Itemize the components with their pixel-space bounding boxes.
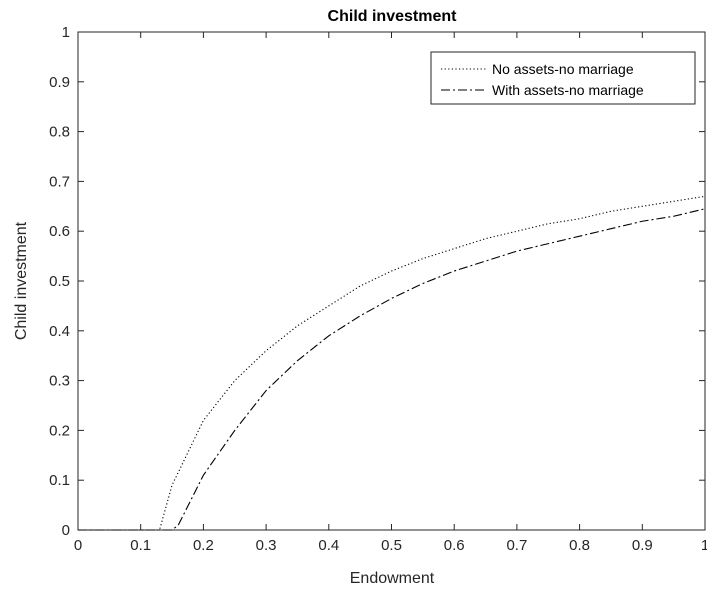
x-tick-label: 0.1 <box>130 537 151 554</box>
x-axis: 0 0.1 0.2 0.3 0.4 0.5 0.6 0.7 0.8 0.9 1 <box>74 32 707 554</box>
y-tick-label: 0.7 <box>49 173 70 190</box>
axes-box <box>77 31 706 531</box>
legend: No assets-no marriage With assets-no marr… <box>430 51 696 105</box>
y-tick-label: 0.9 <box>49 74 70 91</box>
x-tick-label: 0.3 <box>256 537 277 554</box>
y-axis-label: Child investment <box>13 221 30 340</box>
x-tick-label: 0.7 <box>506 537 527 554</box>
x-tick-label: 0.5 <box>381 537 402 554</box>
x-tick-label: 0.2 <box>193 537 214 554</box>
y-tick-label: 0.4 <box>49 323 70 340</box>
x-tick-label: 0.4 <box>318 537 339 554</box>
y-tick-label: 0 <box>62 522 70 539</box>
y-tick-label: 0.8 <box>49 124 70 141</box>
x-tick-label: 0 <box>74 537 82 554</box>
y-axis: 0 0.1 0.2 0.3 0.4 0.5 0.6 0.7 0.8 0.9 1 <box>49 24 705 539</box>
y-tick-label: 0.1 <box>49 472 70 489</box>
series-group <box>78 195 706 531</box>
legend-box <box>430 51 696 105</box>
y-tick-label: 0.2 <box>49 422 70 439</box>
series-line-2 <box>78 208 706 531</box>
chart-title: Child investment <box>328 8 458 25</box>
y-tick-label: 0.5 <box>49 273 70 290</box>
plot-area: 0 0.1 0.2 0.3 0.4 0.5 0.6 0.7 0.8 0.9 1 0 0.1 0.2 0.3… <box>49 24 707 554</box>
x-tick-label: 0.9 <box>632 537 653 554</box>
y-tick-label: 0.6 <box>49 223 70 240</box>
x-tick-label: 0.8 <box>569 537 590 554</box>
y-tick-label: 0.3 <box>49 373 70 390</box>
legend-label-2: With assets-no marriage <box>492 82 644 98</box>
series-line-1 <box>78 195 706 531</box>
y-tick-label: 1 <box>62 24 70 41</box>
legend-label-1: No assets-no marriage <box>492 61 634 77</box>
x-tick-label: 0.6 <box>444 537 465 554</box>
x-tick-label: 1 <box>701 537 707 554</box>
x-axis-label: Endowment <box>350 570 435 587</box>
